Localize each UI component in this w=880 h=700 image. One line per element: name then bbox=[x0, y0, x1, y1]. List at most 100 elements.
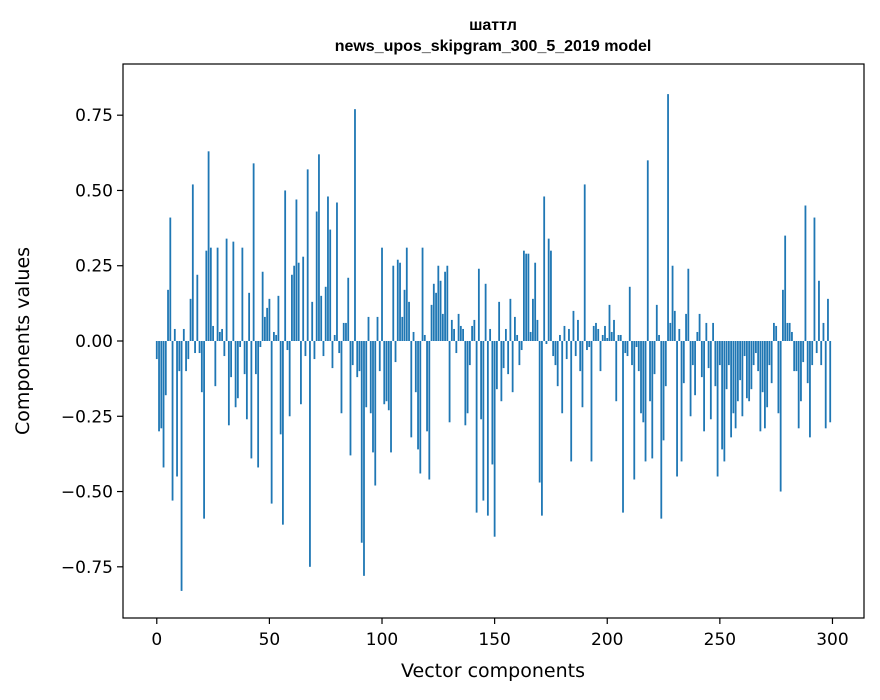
bar-243 bbox=[703, 341, 705, 432]
bar-12 bbox=[182, 328, 185, 341]
bar-67 bbox=[306, 169, 309, 341]
bar-118 bbox=[421, 247, 424, 341]
bar-110 bbox=[403, 289, 406, 341]
bar-244 bbox=[705, 322, 708, 341]
bar-250 bbox=[718, 341, 721, 366]
bar-290 bbox=[809, 341, 811, 438]
bar-149 bbox=[491, 341, 494, 465]
bar-242 bbox=[700, 341, 703, 378]
bar-103 bbox=[387, 341, 390, 411]
bar-235 bbox=[685, 313, 687, 341]
bar-139 bbox=[468, 341, 471, 366]
bar-104 bbox=[390, 341, 392, 453]
bar-2 bbox=[160, 341, 163, 429]
bar-75 bbox=[324, 286, 327, 341]
bar-246 bbox=[709, 341, 712, 420]
bar-58 bbox=[286, 341, 289, 351]
bar-36 bbox=[236, 341, 239, 399]
bar-17 bbox=[194, 341, 196, 354]
bar-121 bbox=[428, 341, 431, 480]
chart-subtitle: news_upos_skipgram_300_5_2019 model bbox=[335, 38, 652, 55]
bar-4 bbox=[164, 341, 167, 396]
bar-285 bbox=[797, 341, 800, 429]
bar-123 bbox=[432, 283, 435, 341]
bar-289 bbox=[806, 341, 809, 384]
bar-133 bbox=[455, 341, 458, 354]
bar-112 bbox=[408, 301, 410, 341]
bar-259 bbox=[739, 341, 742, 381]
y-tick-label: 0.00 bbox=[75, 332, 113, 352]
bar-221 bbox=[653, 341, 656, 375]
bar-44 bbox=[254, 341, 257, 375]
bar-190 bbox=[583, 184, 586, 341]
bar-111 bbox=[405, 247, 408, 341]
bar-287 bbox=[802, 341, 805, 363]
bar-180 bbox=[561, 341, 564, 414]
bar-82 bbox=[340, 341, 343, 414]
bar-132 bbox=[453, 328, 455, 341]
bar-156 bbox=[507, 341, 510, 375]
bar-208 bbox=[624, 341, 627, 354]
bar-85 bbox=[347, 277, 350, 341]
bar-52 bbox=[273, 331, 275, 341]
bar-109 bbox=[401, 316, 404, 341]
bar-74 bbox=[322, 341, 325, 357]
bar-230 bbox=[673, 310, 676, 341]
bar-106 bbox=[394, 341, 397, 363]
bar-185 bbox=[572, 310, 575, 341]
bar-252 bbox=[723, 341, 726, 462]
bar-47 bbox=[261, 271, 264, 341]
bar-247 bbox=[712, 322, 714, 341]
bar-124 bbox=[435, 292, 437, 341]
bar-25 bbox=[212, 325, 214, 341]
bar-105 bbox=[392, 265, 395, 341]
bar-150 bbox=[493, 341, 496, 537]
bar-172 bbox=[543, 196, 546, 341]
bar-220 bbox=[651, 341, 654, 459]
bar-53 bbox=[275, 334, 278, 341]
bar-171 bbox=[541, 341, 543, 516]
y-tick-label: −0.50 bbox=[61, 483, 113, 503]
bar-19 bbox=[198, 341, 201, 354]
bar-251 bbox=[721, 341, 724, 450]
bar-181 bbox=[563, 325, 566, 341]
bar-286 bbox=[800, 341, 802, 402]
bar-80 bbox=[336, 202, 338, 341]
bar-162 bbox=[520, 341, 523, 351]
x-tick-label: 200 bbox=[591, 630, 623, 650]
bar-176 bbox=[552, 341, 555, 357]
bar-154 bbox=[502, 341, 505, 369]
bar-147 bbox=[486, 341, 489, 516]
bar-108 bbox=[399, 262, 401, 341]
bar-61 bbox=[293, 265, 296, 341]
bar-216 bbox=[642, 341, 645, 423]
bar-161 bbox=[518, 341, 521, 366]
bar-228 bbox=[669, 322, 672, 341]
bar-273 bbox=[770, 341, 773, 384]
bar-213 bbox=[635, 341, 638, 348]
bar-196 bbox=[597, 328, 600, 341]
bar-183 bbox=[568, 328, 570, 341]
bar-49 bbox=[266, 307, 269, 341]
bar-145 bbox=[482, 341, 485, 501]
bar-46 bbox=[259, 341, 262, 348]
bar-129 bbox=[446, 265, 449, 341]
bar-88 bbox=[354, 109, 356, 341]
x-axis-ticks: 0 50 100 150 200 250 300 bbox=[151, 618, 849, 650]
bar-14 bbox=[187, 341, 190, 360]
bar-84 bbox=[345, 322, 347, 341]
x-tick-label: 300 bbox=[816, 630, 848, 650]
bar-268 bbox=[759, 341, 762, 432]
bar-222 bbox=[655, 304, 658, 341]
bar-43 bbox=[252, 163, 255, 341]
bar-16 bbox=[191, 184, 194, 341]
bar-20 bbox=[200, 341, 203, 393]
bar-158 bbox=[511, 341, 514, 393]
bar-1 bbox=[158, 341, 160, 432]
bar-204 bbox=[615, 341, 618, 402]
bar-245 bbox=[707, 341, 710, 369]
bar-175 bbox=[550, 250, 552, 341]
bar-192 bbox=[588, 341, 591, 348]
bar-42 bbox=[250, 341, 253, 459]
